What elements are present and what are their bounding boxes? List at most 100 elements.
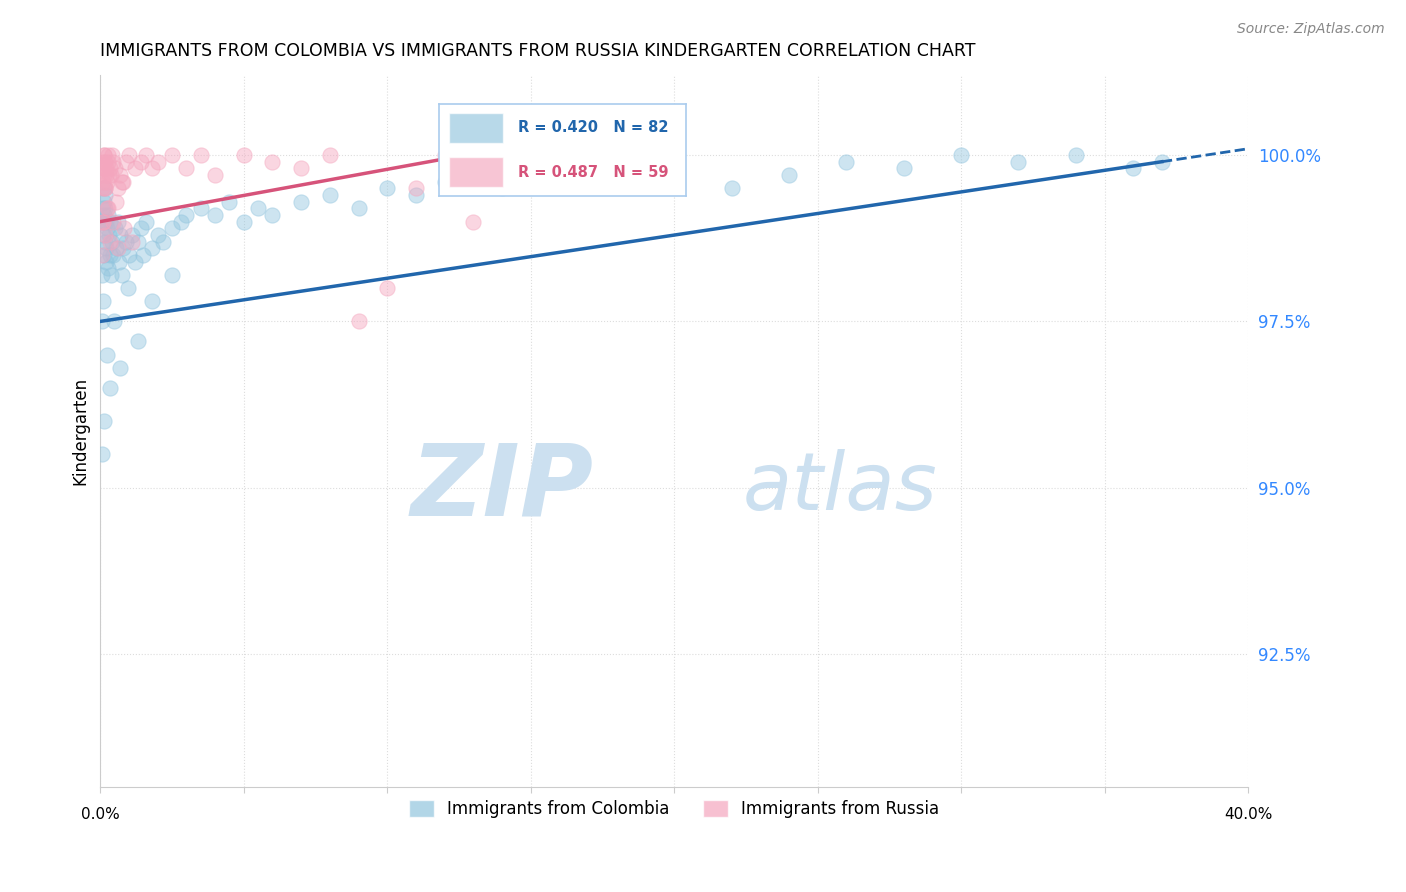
Point: [662, 161, 685, 176]
Text: atlas: atlas: [742, 450, 938, 527]
Point: [110, 227, 132, 242]
Point: [247, 201, 270, 215]
Point: [111, 175, 134, 189]
Point: [91, 294, 114, 309]
Point: [93, 194, 115, 209]
Point: [111, 268, 134, 282]
Point: [218, 194, 240, 209]
Point: [91, 214, 114, 228]
Point: [93, 148, 115, 162]
Point: [1064, 148, 1087, 162]
Point: [405, 181, 427, 195]
Point: [132, 248, 155, 262]
Point: [105, 194, 128, 209]
Point: [93, 248, 115, 262]
Point: [112, 221, 135, 235]
Point: [1150, 154, 1173, 169]
Point: [950, 148, 973, 162]
Point: [146, 227, 169, 242]
Text: 40.0%: 40.0%: [1223, 807, 1272, 822]
Point: [319, 148, 342, 162]
Point: [121, 235, 143, 249]
Point: [94, 254, 117, 268]
Point: [96, 201, 118, 215]
Point: [101, 148, 124, 162]
Point: [117, 281, 139, 295]
Point: [91, 227, 114, 242]
Text: IMMIGRANTS FROM COLOMBIA VS IMMIGRANTS FROM RUSSIA KINDERGARTEN CORRELATION CHAR: IMMIGRANTS FROM COLOMBIA VS IMMIGRANTS F…: [100, 42, 976, 60]
Point: [141, 294, 163, 309]
Point: [290, 161, 312, 176]
Point: [204, 168, 226, 182]
Point: [94, 241, 117, 255]
Point: [98, 381, 121, 395]
Point: [347, 314, 370, 328]
Point: [491, 148, 513, 162]
Point: [91, 448, 114, 462]
Point: [204, 208, 226, 222]
Point: [606, 175, 628, 189]
Point: [720, 181, 742, 195]
Point: [97, 201, 120, 215]
Point: [290, 194, 312, 209]
Point: [115, 235, 138, 249]
Point: [115, 154, 138, 169]
Point: [94, 235, 117, 249]
Y-axis label: Kindergarten: Kindergarten: [72, 377, 89, 485]
Point: [491, 181, 513, 195]
Point: [107, 241, 129, 255]
Point: [118, 148, 141, 162]
Point: [262, 154, 284, 169]
Point: [103, 154, 125, 169]
Point: [101, 214, 124, 228]
Point: [97, 227, 120, 242]
Point: [93, 168, 115, 182]
Point: [108, 254, 131, 268]
Point: [141, 241, 163, 255]
Point: [96, 148, 118, 162]
Point: [548, 168, 571, 182]
Point: [232, 148, 254, 162]
Point: [347, 201, 370, 215]
Point: [112, 175, 135, 189]
Point: [93, 414, 115, 428]
Point: [170, 214, 193, 228]
Legend: Immigrants from Colombia, Immigrants from Russia: Immigrants from Colombia, Immigrants fro…: [402, 794, 946, 825]
Point: [319, 188, 342, 202]
Point: [124, 254, 146, 268]
Point: [110, 168, 132, 182]
Point: [152, 235, 174, 249]
Point: [96, 221, 118, 235]
Point: [94, 214, 117, 228]
Point: [103, 248, 125, 262]
Point: [91, 268, 114, 282]
Text: ZIP: ZIP: [411, 440, 593, 537]
Point: [118, 248, 141, 262]
Point: [127, 235, 149, 249]
Point: [91, 214, 114, 228]
Point: [107, 214, 129, 228]
Point: [100, 268, 122, 282]
Point: [893, 161, 915, 176]
Point: [160, 148, 183, 162]
Point: [778, 168, 800, 182]
Point: [104, 161, 127, 176]
Point: [93, 208, 115, 222]
Point: [93, 181, 115, 195]
Point: [93, 154, 115, 169]
Point: [93, 227, 115, 242]
Point: [433, 175, 456, 189]
Text: Source: ZipAtlas.com: Source: ZipAtlas.com: [1237, 22, 1385, 37]
Point: [91, 175, 114, 189]
Point: [96, 208, 118, 222]
Point: [94, 201, 117, 215]
Point: [176, 161, 198, 176]
Point: [90, 314, 112, 328]
Point: [91, 214, 114, 228]
Point: [190, 201, 212, 215]
Point: [129, 221, 152, 235]
Point: [94, 168, 117, 182]
Text: 0.0%: 0.0%: [82, 807, 120, 822]
Point: [433, 148, 456, 162]
Point: [146, 154, 169, 169]
